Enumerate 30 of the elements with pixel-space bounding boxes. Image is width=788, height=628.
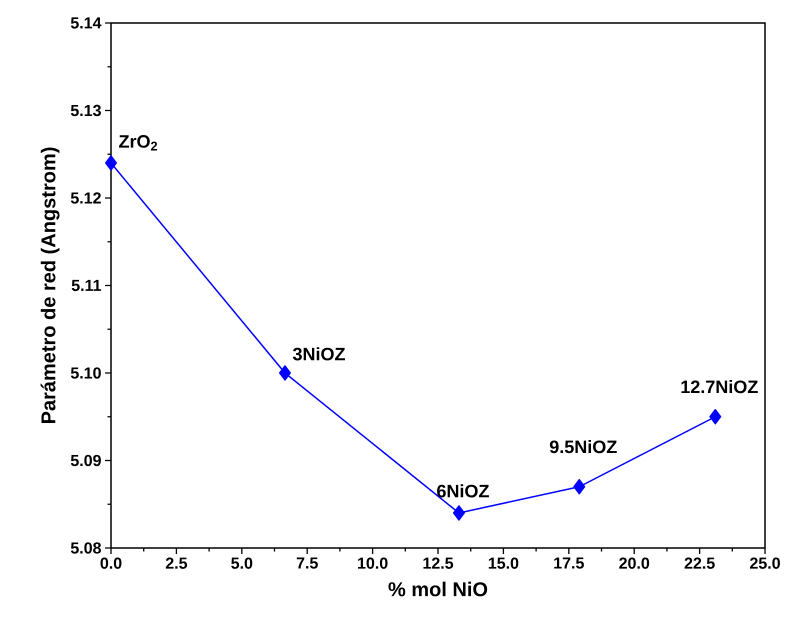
annotation: 6NiOZ	[437, 484, 489, 498]
x-tick-label: 5.0	[231, 558, 252, 569]
annotation: 3NiOZ	[292, 347, 345, 360]
x-tick-label: 25.0	[750, 558, 780, 569]
x-tick-label: 12.5	[423, 558, 454, 569]
point	[105, 155, 118, 171]
x-tick-label: 7.5	[296, 557, 318, 569]
x-axis-title: % mol NiO	[388, 582, 488, 596]
annotation: ZrO$_{2}$	[119, 135, 158, 150]
point	[709, 408, 722, 424]
annotation: 9.5NiOZ	[550, 440, 617, 454]
point	[573, 478, 586, 494]
y-tick-label: 5.10	[70, 367, 101, 379]
point	[278, 365, 291, 381]
y-tick-label: 5.11	[72, 280, 102, 292]
x-tick-label: 10.0	[358, 558, 388, 569]
point	[452, 505, 465, 521]
x-tick-label: 22.5	[684, 558, 715, 569]
annotation: 12.7NiOZ	[681, 380, 758, 394]
x-tick-label: 0.0	[100, 558, 122, 569]
y-tick-label: 5.09	[70, 454, 101, 466]
x-tick-label: 20.0	[619, 558, 650, 569]
y-axis-title: Parámetro de red (Angstrom)	[40, 148, 60, 424]
y-tick-label: 5.12	[70, 192, 101, 204]
x-tick-label: 2.5	[166, 558, 188, 569]
x-tick-label: 17.5	[554, 557, 584, 569]
x-tick-label: 15.0	[488, 558, 518, 569]
y-tick-label: 5.14	[70, 17, 102, 29]
y-tick-label: 5.08	[70, 542, 101, 554]
y-tick-label: 5.13	[70, 104, 101, 116]
